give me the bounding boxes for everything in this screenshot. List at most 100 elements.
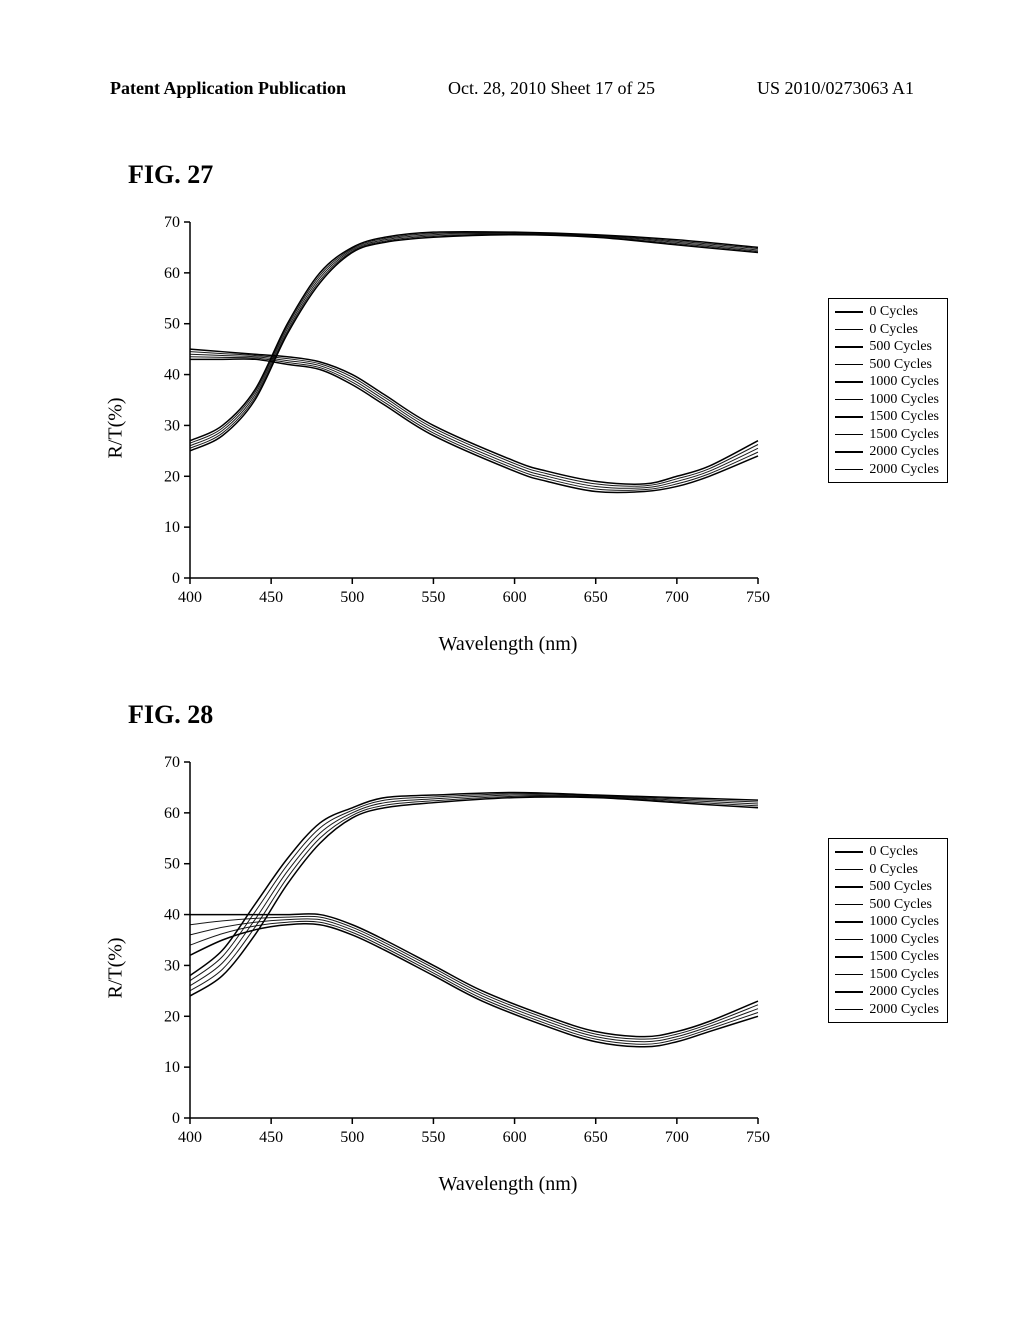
svg-text:400: 400 — [178, 589, 202, 606]
legend-label: 2000 Cycles — [869, 443, 939, 461]
legend-label: 1000 Cycles — [869, 373, 939, 391]
legend-label: 1500 Cycles — [869, 426, 939, 444]
legend-label: 0 Cycles — [869, 843, 918, 861]
svg-text:550: 550 — [421, 1129, 445, 1146]
header-center: Oct. 28, 2010 Sheet 17 of 25 — [448, 78, 655, 99]
svg-text:60: 60 — [164, 805, 180, 822]
legend-item: 1500 Cycles — [835, 966, 939, 984]
legend-item: 1000 Cycles — [835, 931, 939, 949]
svg-text:50: 50 — [164, 316, 180, 333]
figure-28: FIG. 28 01020304050607040045050055060065… — [128, 700, 888, 1188]
legend-label: 1500 Cycles — [869, 408, 939, 426]
header-right: US 2010/0273063 A1 — [757, 78, 914, 99]
legend-line-icon — [835, 451, 863, 453]
legend-item: 2000 Cycles — [835, 443, 939, 461]
legend-label: 0 Cycles — [869, 303, 918, 321]
legend-label: 1000 Cycles — [869, 931, 939, 949]
legend-line-icon — [835, 1009, 863, 1011]
legend-line-icon — [835, 346, 863, 348]
fig27-xlabel: Wavelength (nm) — [439, 633, 578, 656]
fig28-ylabel: R/T(%) — [105, 937, 128, 998]
legend-line-icon — [835, 469, 863, 471]
svg-text:0: 0 — [172, 1110, 180, 1127]
legend-item: 1000 Cycles — [835, 391, 939, 409]
legend-line-icon — [835, 974, 863, 976]
legend-item: 500 Cycles — [835, 878, 939, 896]
legend-item: 0 Cycles — [835, 321, 939, 339]
svg-text:400: 400 — [178, 1129, 202, 1146]
svg-text:750: 750 — [746, 589, 770, 606]
legend-label: 2000 Cycles — [869, 1001, 939, 1019]
legend-item: 500 Cycles — [835, 356, 939, 374]
legend-label: 500 Cycles — [869, 338, 932, 356]
svg-text:500: 500 — [340, 589, 364, 606]
svg-text:750: 750 — [746, 1129, 770, 1146]
legend-line-icon — [835, 381, 863, 383]
svg-text:70: 70 — [164, 214, 180, 231]
legend-item: 2000 Cycles — [835, 461, 939, 479]
svg-text:600: 600 — [503, 589, 527, 606]
figure-27-title: FIG. 27 — [128, 160, 888, 190]
svg-text:700: 700 — [665, 1129, 689, 1146]
svg-text:600: 600 — [503, 1129, 527, 1146]
svg-text:650: 650 — [584, 1129, 608, 1146]
legend-line-icon — [835, 311, 863, 313]
legend-item: 1000 Cycles — [835, 913, 939, 931]
legend-item: 0 Cycles — [835, 843, 939, 861]
svg-text:70: 70 — [164, 754, 180, 771]
legend-line-icon — [835, 956, 863, 958]
legend-item: 1500 Cycles — [835, 426, 939, 444]
legend-item: 2000 Cycles — [835, 1001, 939, 1019]
fig28-xlabel: Wavelength (nm) — [439, 1173, 578, 1196]
legend-label: 1500 Cycles — [869, 966, 939, 984]
fig27-ylabel: R/T(%) — [105, 397, 128, 458]
legend-label: 1000 Cycles — [869, 913, 939, 931]
legend-label: 500 Cycles — [869, 878, 932, 896]
legend-line-icon — [835, 869, 863, 871]
legend-line-icon — [835, 991, 863, 993]
legend-label: 0 Cycles — [869, 861, 918, 879]
fig28-legend: 0 Cycles0 Cycles500 Cycles500 Cycles1000… — [828, 838, 948, 1023]
legend-line-icon — [835, 886, 863, 888]
legend-item: 1000 Cycles — [835, 373, 939, 391]
svg-text:450: 450 — [259, 589, 283, 606]
legend-line-icon — [835, 329, 863, 331]
legend-line-icon — [835, 921, 863, 923]
svg-text:20: 20 — [164, 468, 180, 485]
legend-item: 1500 Cycles — [835, 948, 939, 966]
legend-label: 1000 Cycles — [869, 391, 939, 409]
legend-item: 1500 Cycles — [835, 408, 939, 426]
svg-text:40: 40 — [164, 367, 180, 384]
svg-text:30: 30 — [164, 957, 180, 974]
legend-item: 500 Cycles — [835, 896, 939, 914]
svg-text:50: 50 — [164, 856, 180, 873]
svg-text:60: 60 — [164, 265, 180, 282]
svg-text:0: 0 — [172, 570, 180, 587]
legend-label: 0 Cycles — [869, 321, 918, 339]
legend-line-icon — [835, 904, 863, 906]
legend-line-icon — [835, 416, 863, 418]
legend-item: 500 Cycles — [835, 338, 939, 356]
legend-line-icon — [835, 434, 863, 436]
figure-27: FIG. 27 01020304050607040045050055060065… — [128, 160, 888, 648]
legend-line-icon — [835, 939, 863, 941]
figure-28-title: FIG. 28 — [128, 700, 888, 730]
svg-text:40: 40 — [164, 907, 180, 924]
header-left: Patent Application Publication — [110, 78, 346, 99]
legend-label: 1500 Cycles — [869, 948, 939, 966]
page-header: Patent Application Publication Oct. 28, … — [0, 78, 1024, 99]
legend-label: 2000 Cycles — [869, 461, 939, 479]
svg-text:10: 10 — [164, 519, 180, 536]
legend-item: 2000 Cycles — [835, 983, 939, 1001]
figure-28-chart: 010203040506070400450500550600650700750 … — [128, 748, 888, 1188]
legend-line-icon — [835, 851, 863, 853]
svg-text:500: 500 — [340, 1129, 364, 1146]
svg-text:20: 20 — [164, 1008, 180, 1025]
legend-label: 2000 Cycles — [869, 983, 939, 1001]
legend-item: 0 Cycles — [835, 303, 939, 321]
figure-27-chart: 010203040506070400450500550600650700750 … — [128, 208, 888, 648]
svg-text:30: 30 — [164, 417, 180, 434]
svg-text:450: 450 — [259, 1129, 283, 1146]
legend-line-icon — [835, 399, 863, 401]
legend-label: 500 Cycles — [869, 896, 932, 914]
